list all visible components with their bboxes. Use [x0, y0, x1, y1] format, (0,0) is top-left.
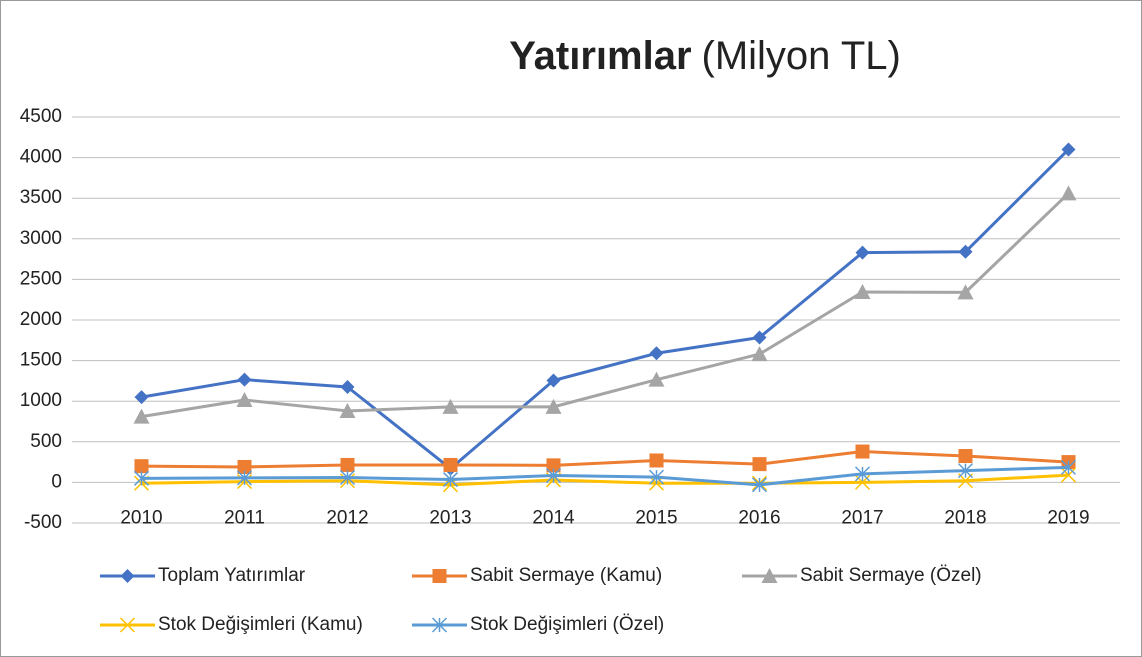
- y-tick-label: 4000: [20, 147, 62, 168]
- data-point: [752, 330, 767, 345]
- x-tick-label: 2017: [841, 507, 883, 528]
- legend-label: Sabit Sermaye (Kamu): [470, 565, 662, 586]
- legend-marker: [761, 568, 778, 583]
- data-point: [751, 477, 768, 493]
- data-point: [236, 470, 253, 486]
- x-tick-label: 2014: [532, 507, 575, 528]
- chart-title-main: Yatırımlar: [509, 34, 691, 78]
- data-point: [752, 457, 767, 472]
- data-point: [649, 346, 664, 361]
- data-point: [134, 459, 149, 474]
- legend-label: Sabit Sermaye (Özel): [800, 565, 982, 586]
- data-point: [237, 372, 252, 387]
- data-point: [340, 457, 355, 472]
- data-point: [443, 457, 458, 472]
- data-point: [339, 402, 356, 418]
- y-tick-label: 3500: [20, 187, 62, 208]
- data-point: [236, 391, 253, 407]
- legend-label: Toplam Yatırımlar: [158, 565, 306, 586]
- legend-label: Stok Değişimleri (Kamu): [158, 614, 363, 635]
- data-point: [751, 346, 768, 362]
- y-tick-label: 500: [30, 431, 62, 452]
- data-point: [957, 284, 974, 300]
- data-point: [545, 398, 562, 414]
- series-line: [141, 473, 1069, 487]
- data-point: [546, 458, 561, 473]
- data-point: [958, 449, 973, 464]
- legend-marker: [432, 569, 447, 583]
- x-tick-label: 2011: [224, 507, 265, 528]
- y-tick-label: 2500: [20, 268, 62, 289]
- series-line: [141, 450, 1069, 469]
- x-tick-label: 2015: [635, 507, 677, 528]
- data-point: [237, 459, 252, 474]
- data-point: [648, 469, 665, 485]
- data-point: [546, 373, 561, 388]
- x-tick-label: 2012: [326, 507, 368, 528]
- y-tick-label: -500: [24, 512, 62, 533]
- y-tick-label: 1000: [20, 390, 62, 411]
- x-tick-label: 2010: [120, 507, 162, 528]
- data-point: [649, 453, 664, 468]
- x-tick-label: 2013: [429, 507, 471, 528]
- y-tick-label: 2000: [20, 309, 62, 330]
- data-point: [648, 371, 665, 387]
- data-point: [133, 408, 150, 424]
- data-point: [1060, 467, 1077, 483]
- chart-title: Yatırımlar (Milyon TL): [509, 34, 901, 78]
- data-point: [958, 244, 973, 259]
- data-point: [854, 283, 871, 299]
- data-point: [1060, 185, 1077, 201]
- y-tick-label: 0: [51, 471, 62, 492]
- y-tick-label: 1500: [20, 350, 62, 371]
- x-tick-label: 2018: [944, 507, 986, 528]
- data-point: [442, 398, 459, 414]
- series-line: [141, 465, 1069, 487]
- data-point: [1060, 459, 1077, 475]
- legend-label: Stok Değişimleri (Özel): [470, 614, 664, 635]
- data-point: [134, 390, 149, 405]
- legend-marker: [431, 617, 448, 633]
- legend-marker: [120, 569, 135, 583]
- data-point: [957, 463, 974, 479]
- data-point: [442, 472, 459, 488]
- legend-marker: [119, 617, 136, 633]
- data-point: [1061, 142, 1076, 157]
- data-point: [855, 444, 870, 459]
- data-point: [339, 469, 356, 486]
- data-point: [545, 467, 562, 484]
- x-tick-label: 2019: [1047, 507, 1089, 528]
- data-point: [854, 466, 871, 482]
- y-tick-label: 3000: [20, 228, 62, 249]
- data-point: [340, 379, 355, 394]
- data-point: [855, 245, 870, 260]
- series-line: [141, 148, 1070, 471]
- data-point: [133, 470, 150, 486]
- chart-title-unit: (Milyon TL): [702, 34, 901, 78]
- y-tick-label: 4500: [20, 106, 62, 127]
- series-line: [141, 192, 1070, 419]
- x-tick-label: 2016: [738, 507, 780, 528]
